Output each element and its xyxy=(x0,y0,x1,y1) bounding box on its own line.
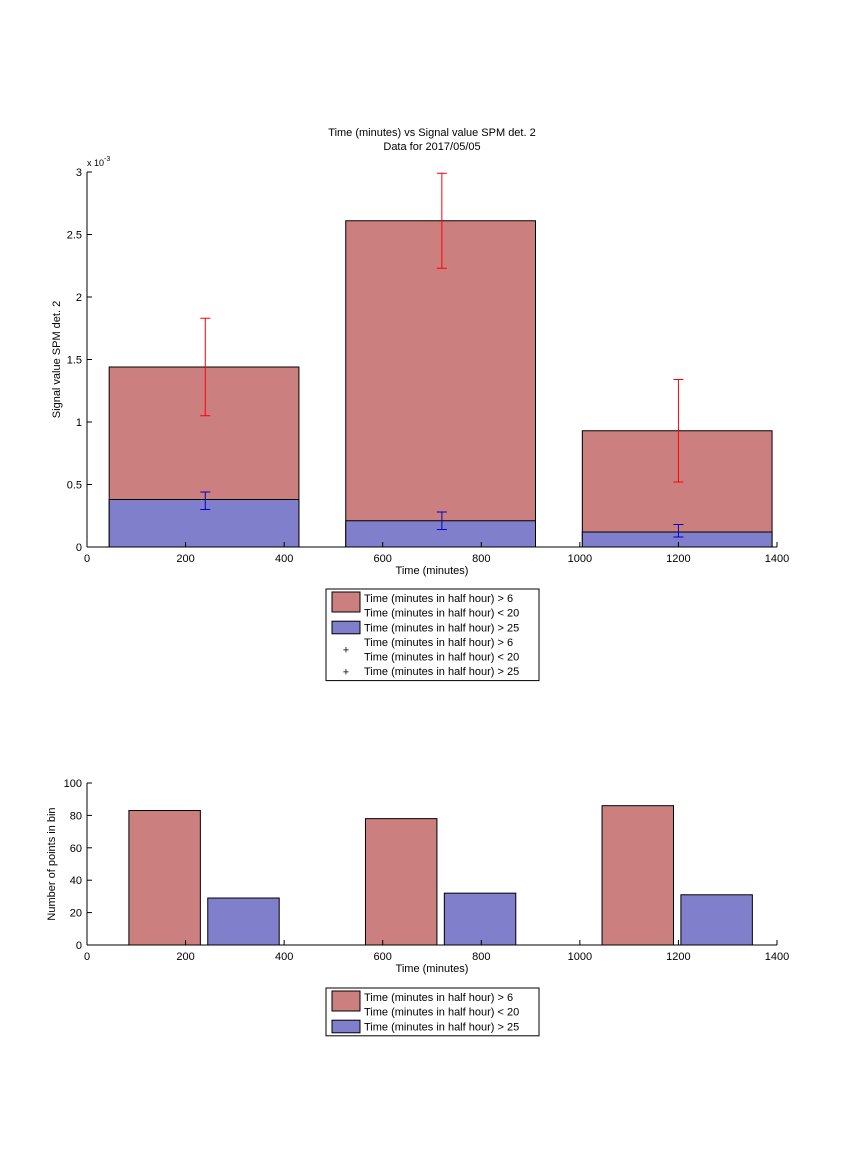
y-tick-label: 60 xyxy=(70,843,82,855)
legend-label: Time (minutes in half hour) > 6 xyxy=(364,593,513,605)
blue-bar xyxy=(345,520,536,548)
red-error-bar xyxy=(436,172,447,269)
y-tick-label: 0.5 xyxy=(67,480,82,492)
legend-label: Time (minutes in half hour) > 25 xyxy=(364,666,519,678)
y-axis-label: Signal value SPM det. 2 xyxy=(51,301,63,418)
blue-count-bar xyxy=(680,894,753,946)
x-tick-label: 400 xyxy=(275,553,293,565)
y-tick-label: 2 xyxy=(76,292,82,304)
legend-0: Time (minutes in half hour) > 6 Time (min… xyxy=(325,588,540,682)
bars-chart-2 xyxy=(128,805,753,946)
x-tick-label: 800 xyxy=(472,951,490,963)
y-tick-label: 1.5 xyxy=(67,355,82,367)
y-tick-label: 40 xyxy=(70,875,82,887)
y-tick-label: 80 xyxy=(70,810,82,822)
legend-swatch xyxy=(331,990,361,1012)
x-tick-label: 0 xyxy=(84,553,90,565)
legend-marker-plus: + xyxy=(343,666,349,678)
x-tick-label: 200 xyxy=(176,951,194,963)
y-tick-label: 100 xyxy=(64,778,82,790)
legend-label: Time (minutes in half hour) > 25 xyxy=(364,1021,519,1033)
x-tick-label: 800 xyxy=(472,553,490,565)
red-count-bar xyxy=(364,818,438,946)
legend-1: Time (minutes in half hour) > 6 Time (min… xyxy=(325,987,540,1037)
x-axis-label: Time (minutes) xyxy=(396,963,469,975)
red-error-bar xyxy=(200,317,211,417)
red-count-bar xyxy=(128,810,201,946)
axes-0: 0 200 400 600 800 1000 1200 1400 0 0.5 1 1.5 2 2.5 3 Ti… xyxy=(51,167,789,577)
blue-error-bar xyxy=(436,511,447,530)
blue-bar xyxy=(108,499,300,548)
x-tick-label: 1400 xyxy=(765,951,789,963)
legend-marker-plus: + xyxy=(343,644,349,656)
x-tick-label: 600 xyxy=(374,553,392,565)
y-tick-label: 1 xyxy=(76,417,82,429)
legend-label: Time (minutes in half hour) < 20 xyxy=(364,608,519,620)
bars-chart-1 xyxy=(108,220,773,548)
red-count-bar xyxy=(601,805,674,946)
legend-label: Time (minutes in half hour) > 6 xyxy=(364,637,513,649)
legend-label: Time (minutes in half hour) > 6 xyxy=(364,992,513,1004)
x-tick-label: 0 xyxy=(84,951,90,963)
y-exponent-label: x 10-3 xyxy=(87,156,110,168)
x-tick-label: 1000 xyxy=(568,553,592,565)
legend-box xyxy=(325,987,540,1037)
y-tick-label: 0 xyxy=(76,940,82,952)
legend-box xyxy=(325,588,540,682)
legend-swatch xyxy=(331,620,361,635)
legend-label: Time (minutes in half hour) < 20 xyxy=(364,1007,519,1019)
legend-swatch xyxy=(331,591,361,613)
x-tick-label: 200 xyxy=(176,553,194,565)
x-tick-label: 1400 xyxy=(765,553,789,565)
blue-error-bar xyxy=(200,491,211,510)
y-tick-label: 3 xyxy=(76,167,82,179)
error-bars xyxy=(200,172,684,538)
x-tick-label: 1200 xyxy=(666,951,690,963)
blue-count-bar xyxy=(207,897,280,946)
blue-count-bar xyxy=(443,892,517,946)
blue-error-bar xyxy=(673,524,684,538)
x-tick-label: 1200 xyxy=(666,553,690,565)
chart-subtitle: Data for 2017/05/05 xyxy=(383,141,480,153)
axes-1: 0 200 400 600 800 1000 1200 1400 0 20 40 60 80 100 Tim… xyxy=(46,778,789,975)
red-error-bar xyxy=(673,379,684,483)
legend-label: Time (minutes in half hour) > 25 xyxy=(364,622,519,634)
red-bar xyxy=(581,430,773,548)
chart-title: Time (minutes) vs Signal value SPM det. … xyxy=(328,127,535,139)
y-tick-label: 20 xyxy=(70,908,82,920)
blue-bar xyxy=(581,531,773,548)
x-tick-label: 400 xyxy=(275,951,293,963)
legend-label: Time (minutes in half hour) < 20 xyxy=(364,652,519,664)
x-tick-label: 600 xyxy=(374,951,392,963)
y-tick-label: 2.5 xyxy=(67,230,82,242)
x-tick-label: 1000 xyxy=(568,951,592,963)
x-axis-label: Time (minutes) xyxy=(396,565,469,577)
red-bar xyxy=(345,220,536,548)
y-tick-label: 0 xyxy=(76,542,82,554)
y-axis-label: Number of points in bin xyxy=(46,807,58,920)
legend-swatch xyxy=(331,1019,361,1034)
